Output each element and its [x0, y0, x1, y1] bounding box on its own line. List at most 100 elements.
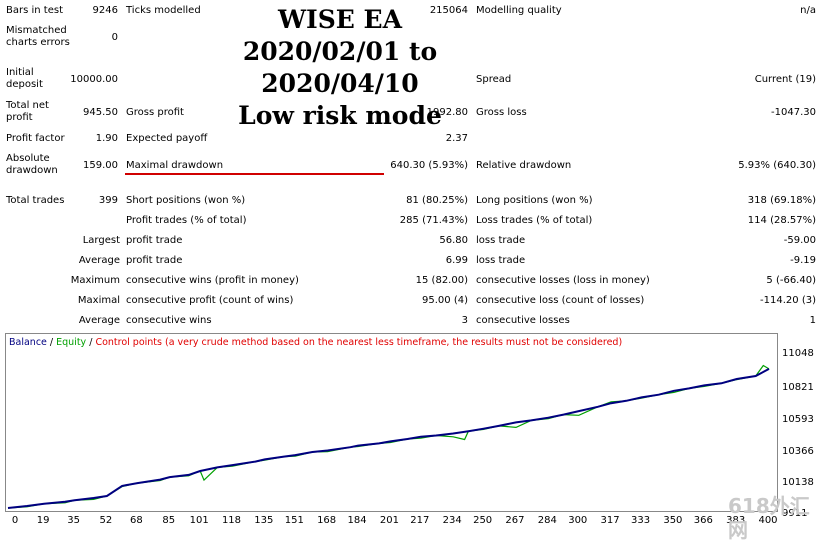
loss-trades-label: Loss trades (% of total)	[476, 215, 593, 226]
x-tick-label: 19	[36, 515, 50, 526]
report-title: WISE EA 2020/02/01 to 2020/04/10 Low ris…	[175, 4, 505, 132]
maximal-drawdown-value: 640.30 (5.93%)	[390, 160, 468, 171]
maximal-label: Maximal	[77, 295, 120, 306]
initial-deposit-label: Initial deposit	[6, 67, 43, 90]
ticks-modelled-label: Ticks modelled	[126, 5, 201, 16]
profit-trades-label: Profit trades (% of total)	[126, 215, 247, 226]
average-consec-wins-value: 3	[461, 315, 468, 326]
max-consec-wins-value: 15 (82.00)	[415, 275, 468, 286]
average-profit-label: profit trade	[126, 255, 183, 266]
x-tick-label: 350	[663, 515, 683, 526]
x-tick-label: 300	[568, 515, 588, 526]
maximal-drawdown-label: Maximal drawdown	[126, 160, 224, 171]
total-net-profit-value: 945.50	[83, 107, 118, 118]
chart-legend: Balance / Equity / Control points (a ver…	[9, 337, 622, 349]
x-tick-label: 168	[317, 515, 337, 526]
x-tick-label: 317	[600, 515, 620, 526]
gross-loss-value: -1047.30	[771, 107, 816, 118]
x-tick-label: 234	[442, 515, 462, 526]
y-tick-label: 10821	[782, 382, 814, 393]
y-tick-label: 10138	[782, 477, 814, 488]
absolute-drawdown-label: Absolute drawdown	[6, 153, 58, 176]
total-net-profit-label: Total net profit	[6, 100, 49, 123]
mismatched-label: Mismatched charts errors	[6, 25, 70, 48]
average-loss-label: loss trade	[476, 255, 526, 266]
largest-loss-label: loss trade	[476, 235, 526, 246]
chart-plot	[7, 364, 770, 509]
spread-label: Spread	[476, 74, 512, 85]
x-tick-label: 68	[129, 515, 143, 526]
average-label: Average	[78, 255, 120, 266]
mismatched-value: 0	[111, 32, 118, 43]
x-tick-label: 151	[284, 515, 304, 526]
x-tick-label: 250	[473, 515, 493, 526]
bars-in-test-label: Bars in test	[6, 5, 63, 16]
x-tick-label: 118	[221, 515, 242, 526]
x-tick-label: 284	[537, 515, 557, 526]
gross-loss-label: Gross loss	[476, 107, 527, 118]
max-consec-losses-label: consecutive losses (loss in money)	[476, 275, 650, 286]
maximum-label: Maximum	[70, 275, 120, 286]
initial-deposit-value: 10000.00	[70, 74, 118, 85]
x-tick-label: 85	[162, 515, 176, 526]
expected-payoff-value: 2.37	[445, 133, 468, 144]
relative-drawdown-label: Relative drawdown	[476, 160, 572, 171]
x-tick-label: 333	[630, 515, 651, 526]
x-tick-label: 35	[67, 515, 80, 526]
long-positions-value: 318 (69.18%)	[747, 195, 816, 206]
y-tick-label: 11048	[782, 348, 814, 359]
x-tick-label: 101	[189, 515, 209, 526]
x-tick-label: 184	[347, 515, 367, 526]
loss-trades-value: 114 (28.57%)	[747, 215, 816, 226]
y-tick-label: 10366	[782, 446, 814, 457]
balance-line	[7, 368, 770, 509]
expected-payoff-label: Expected payoff	[126, 133, 208, 144]
max-consec-wins-label: consecutive wins (profit in money)	[126, 275, 299, 286]
average-consec-losses-label: consecutive losses	[476, 315, 570, 326]
largest-loss-value: -59.00	[783, 235, 816, 246]
legend-balance: Balance	[9, 337, 47, 348]
average-consec-wins-label: consecutive wins	[126, 315, 212, 326]
spread-value: Current (19)	[754, 74, 816, 85]
maximal-consec-profit-label: consecutive profit (count of wins)	[126, 295, 294, 306]
x-tick-label: 366	[693, 515, 713, 526]
y-tick-label: 10593	[782, 414, 814, 425]
ticks-modelled-value: 215064	[429, 5, 468, 16]
profit-trades-value: 285 (71.43%)	[399, 215, 468, 226]
average-loss-value: -9.19	[790, 255, 816, 266]
short-positions-label: Short positions (won %)	[126, 195, 246, 206]
x-tick-label: 201	[379, 515, 399, 526]
relative-drawdown-value: 5.93% (640.30)	[738, 160, 816, 171]
largest-profit-label: profit trade	[126, 235, 183, 246]
maximal-consec-loss-value: -114.20 (3)	[760, 295, 816, 306]
absolute-drawdown-value: 159.00	[83, 160, 118, 171]
gross-profit-label: Gross profit	[126, 107, 184, 118]
max-consec-losses-value: 5 (-66.40)	[766, 275, 816, 286]
profit-factor-label: Profit factor	[6, 133, 65, 144]
average-consec-label: Average	[78, 315, 120, 326]
modelling-quality-label: Modelling quality	[476, 5, 562, 16]
profit-factor-value: 1.90	[95, 133, 118, 144]
balance-equity-chart	[5, 333, 778, 512]
bars-in-test-value: 9246	[92, 5, 118, 16]
title-line-1: WISE EA	[277, 5, 403, 34]
legend-separator: /	[86, 337, 96, 348]
x-tick-label: 52	[99, 515, 113, 526]
x-tick-label: 383	[726, 515, 746, 526]
average-profit-value: 6.99	[445, 255, 468, 266]
short-positions-value: 81 (80.25%)	[406, 195, 468, 206]
largest-label: Largest	[82, 235, 120, 246]
drawdown-highlight-underline	[125, 173, 384, 175]
maximal-consec-profit-value: 95.00 (4)	[422, 295, 468, 306]
maximal-consec-loss-label: consecutive loss (count of losses)	[476, 295, 645, 306]
total-trades-label: Total trades	[6, 195, 65, 206]
modelling-quality-value: n/a	[800, 5, 816, 16]
x-tick-label: 400	[758, 515, 778, 526]
legend-equity: Equity	[56, 337, 87, 348]
watermark: 618外汇网	[728, 494, 810, 542]
gross-profit-value: 1992.80	[426, 107, 468, 118]
x-tick-label: 135	[254, 515, 274, 526]
title-line-3: Low risk mode	[238, 101, 442, 130]
average-consec-losses-value: 1	[809, 315, 816, 326]
x-tick-label: 0	[11, 515, 19, 526]
